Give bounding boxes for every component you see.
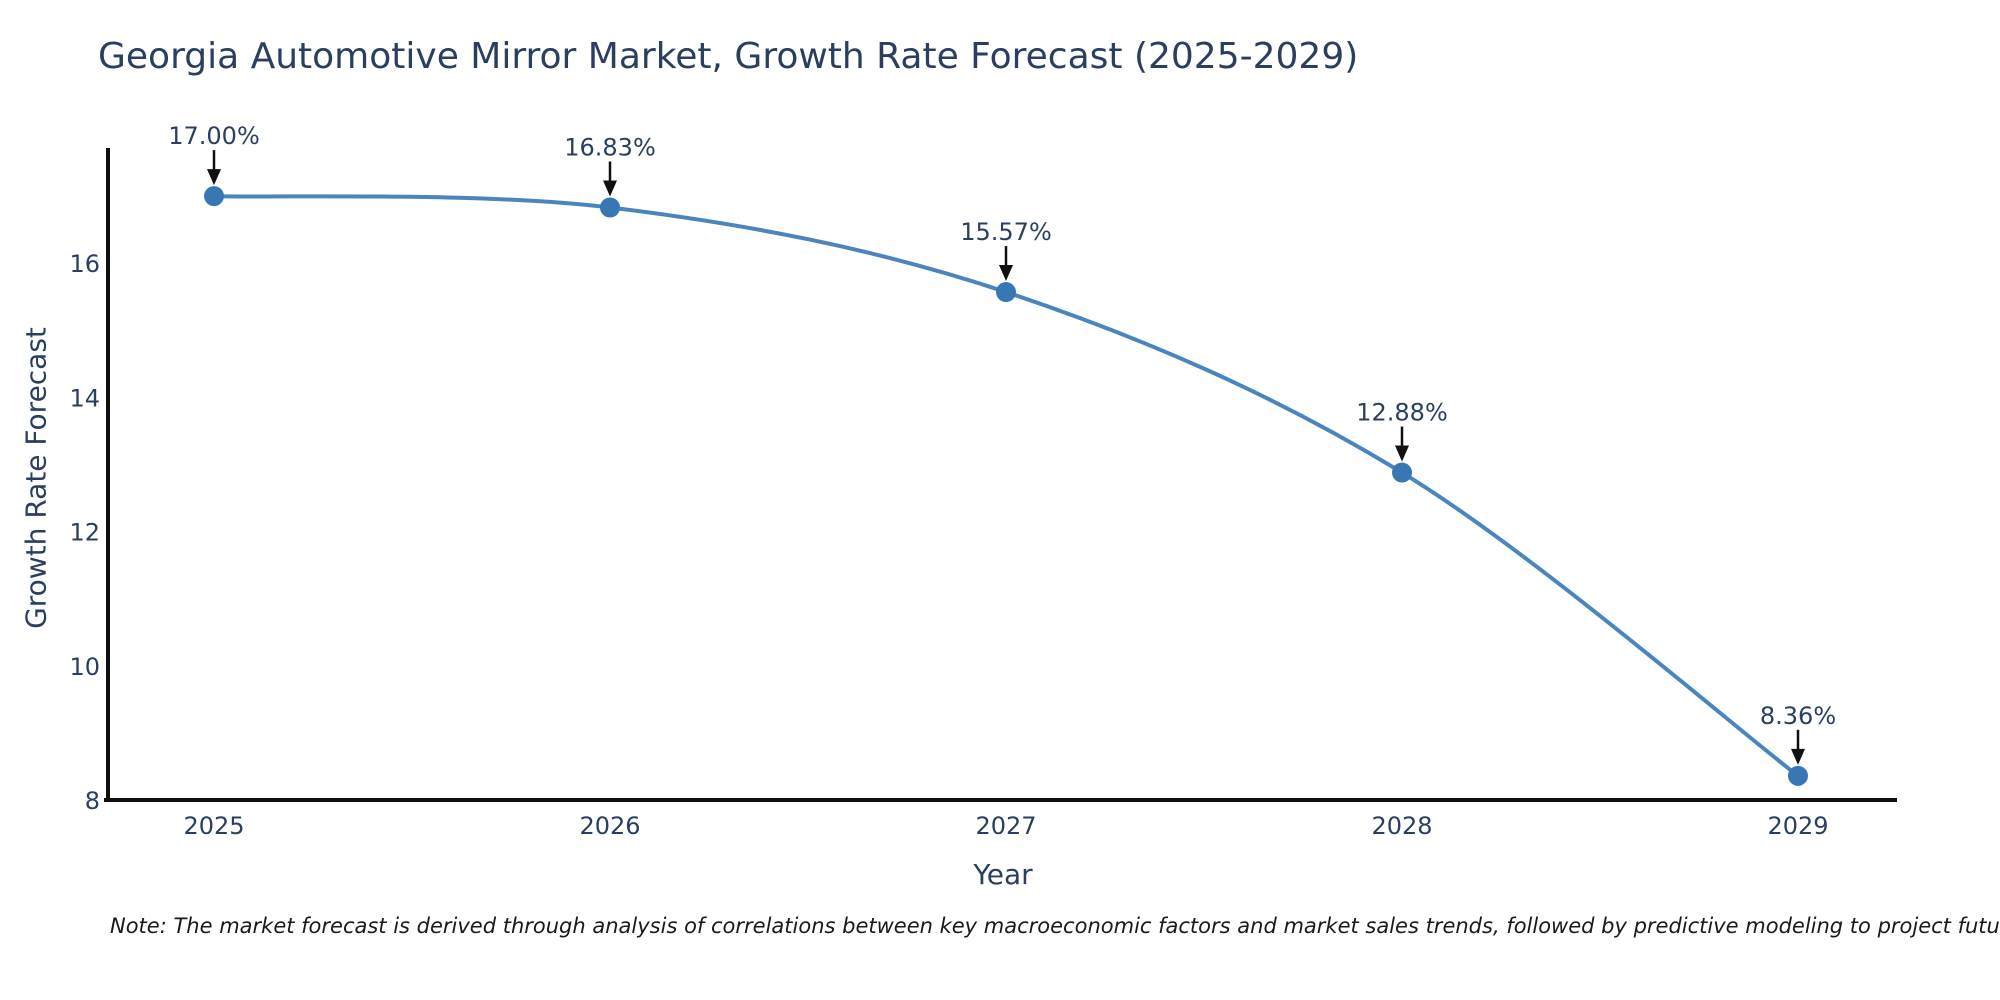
y-tick-label: 8 — [85, 787, 100, 815]
annotation-arrowhead — [603, 180, 617, 197]
x-tick-label: 2026 — [579, 812, 640, 840]
x-axis-title: Year — [973, 858, 1033, 891]
data-point-marker — [996, 282, 1016, 303]
annotation-label: 15.57% — [960, 218, 1052, 246]
data-point-marker — [1788, 765, 1808, 786]
annotation-arrowhead — [207, 169, 221, 186]
footnote: Note: The market forecast is derived thr… — [110, 914, 2000, 938]
data-point-marker — [204, 186, 224, 207]
annotation-label: 8.36% — [1760, 702, 1836, 730]
y-tick-label: 12 — [69, 519, 100, 547]
point-annotation: 17.00% — [168, 122, 260, 186]
annotation-label: 17.00% — [168, 122, 260, 150]
chart-title: Georgia Automotive Mirror Market, Growth… — [98, 36, 1359, 77]
data-point-marker — [600, 197, 620, 218]
y-tick-label: 14 — [69, 384, 100, 412]
point-annotation: 16.83% — [564, 134, 656, 197]
x-tick-label: 2028 — [1371, 812, 1432, 840]
point-annotation: 12.88% — [1356, 399, 1448, 462]
x-tick-label: 2029 — [1767, 812, 1828, 840]
data-point-marker — [1392, 462, 1412, 483]
annotation-arrowhead — [999, 265, 1013, 282]
x-tick-label: 2025 — [183, 812, 244, 840]
annotation-label: 16.83% — [564, 134, 656, 162]
y-tick-label: 16 — [69, 250, 100, 278]
annotation-arrowhead — [1791, 748, 1805, 765]
y-tick-label: 10 — [69, 653, 100, 681]
annotation-arrowhead — [1395, 445, 1409, 462]
point-annotation: 15.57% — [960, 218, 1052, 282]
series-line — [212, 194, 1800, 778]
x-tick-label: 2027 — [975, 812, 1036, 840]
annotation-label: 12.88% — [1356, 399, 1448, 427]
point-annotation: 8.36% — [1760, 702, 1836, 765]
